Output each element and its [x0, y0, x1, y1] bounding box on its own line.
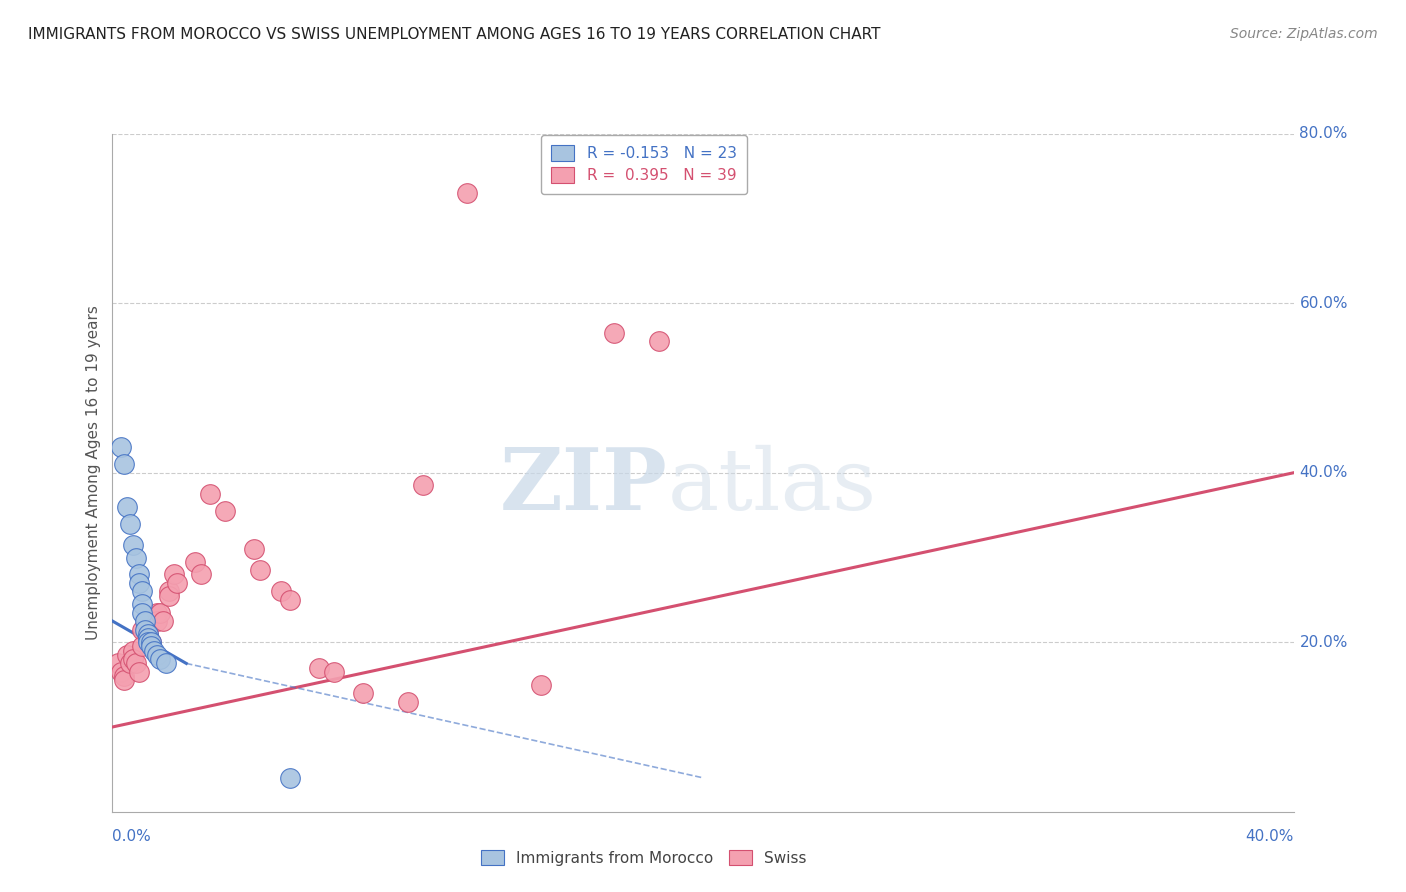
- Point: [411, 478, 433, 492]
- Point: [125, 550, 148, 565]
- Point: [152, 614, 174, 628]
- Text: Source: ZipAtlas.com: Source: ZipAtlas.com: [1230, 27, 1378, 41]
- Point: [396, 694, 419, 708]
- Point: [128, 576, 150, 591]
- Point: [146, 648, 169, 662]
- Text: 80.0%: 80.0%: [1299, 127, 1348, 141]
- Point: [131, 597, 153, 611]
- Point: [120, 516, 142, 531]
- Point: [249, 563, 271, 577]
- Point: [128, 665, 150, 679]
- Text: ZIP: ZIP: [499, 444, 668, 528]
- Point: [352, 686, 374, 700]
- Point: [278, 771, 301, 785]
- Point: [122, 538, 145, 552]
- Point: [278, 592, 301, 607]
- Point: [308, 660, 330, 674]
- Text: 0.0%: 0.0%: [112, 829, 152, 844]
- Point: [131, 640, 153, 654]
- Point: [603, 326, 626, 340]
- Text: 20.0%: 20.0%: [1299, 635, 1348, 649]
- Text: 60.0%: 60.0%: [1299, 296, 1348, 310]
- Point: [107, 657, 129, 671]
- Point: [166, 576, 188, 591]
- Point: [136, 626, 159, 640]
- Point: [184, 555, 207, 569]
- Point: [146, 606, 169, 620]
- Point: [198, 487, 221, 501]
- Point: [112, 669, 135, 683]
- Point: [142, 644, 165, 658]
- Point: [134, 614, 156, 628]
- Point: [149, 652, 172, 666]
- Point: [190, 567, 212, 582]
- Point: [131, 623, 153, 637]
- Point: [125, 657, 148, 671]
- Point: [456, 186, 478, 201]
- Y-axis label: Unemployment Among Ages 16 to 19 years: Unemployment Among Ages 16 to 19 years: [86, 305, 101, 640]
- Point: [120, 657, 142, 671]
- Point: [243, 541, 266, 557]
- Point: [136, 631, 159, 645]
- Point: [117, 500, 138, 514]
- Point: [529, 678, 551, 692]
- Point: [112, 458, 135, 472]
- Point: [139, 635, 162, 649]
- Text: 40.0%: 40.0%: [1299, 466, 1348, 480]
- Point: [110, 665, 132, 679]
- Point: [131, 606, 153, 620]
- Text: IMMIGRANTS FROM MOROCCO VS SWISS UNEMPLOYMENT AMONG AGES 16 TO 19 YEARS CORRELAT: IMMIGRANTS FROM MOROCCO VS SWISS UNEMPLO…: [28, 27, 880, 42]
- Point: [122, 644, 145, 658]
- Text: 40.0%: 40.0%: [1246, 829, 1294, 844]
- Point: [323, 665, 346, 679]
- Point: [139, 635, 162, 649]
- Point: [136, 626, 159, 640]
- Point: [146, 614, 169, 628]
- Point: [139, 640, 162, 654]
- Point: [128, 567, 150, 582]
- Point: [117, 648, 138, 662]
- Text: atlas: atlas: [668, 445, 877, 528]
- Point: [157, 584, 180, 599]
- Point: [163, 567, 186, 582]
- Point: [155, 657, 177, 671]
- Point: [112, 673, 135, 688]
- Point: [149, 606, 172, 620]
- Point: [647, 334, 671, 349]
- Point: [270, 584, 292, 599]
- Legend: Immigrants from Morocco, Swiss: Immigrants from Morocco, Swiss: [475, 844, 813, 871]
- Point: [157, 589, 180, 603]
- Point: [110, 440, 132, 454]
- Point: [136, 635, 159, 649]
- Point: [134, 623, 156, 637]
- Point: [122, 652, 145, 666]
- Point: [214, 504, 236, 518]
- Point: [131, 584, 153, 599]
